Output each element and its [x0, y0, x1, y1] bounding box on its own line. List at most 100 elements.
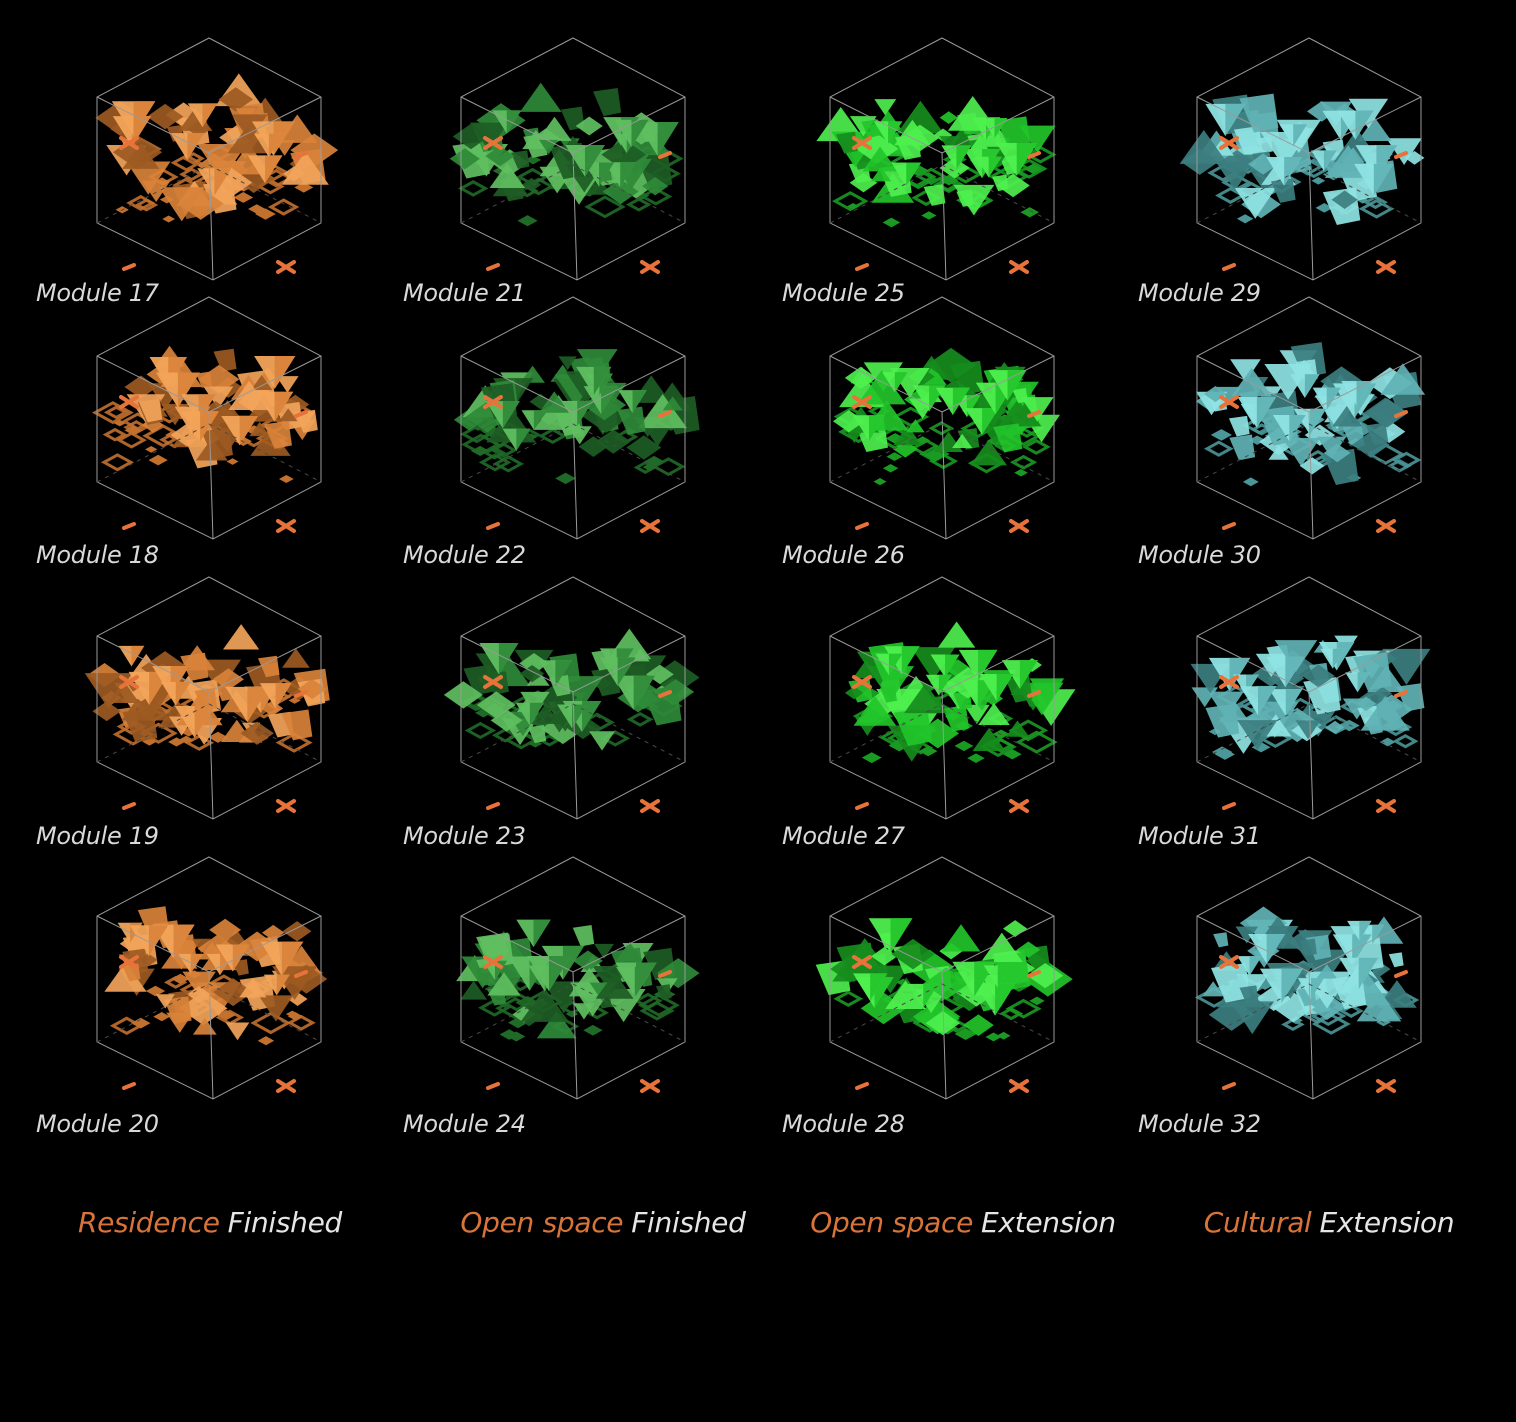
volume-piece [1016, 941, 1041, 959]
modules-grid: Module 17 Module 18 Module 19 Module 20 Modu… [36, 37, 1431, 1138]
module-label: Module 22 [403, 541, 526, 569]
category-name: Residence [78, 1206, 220, 1239]
dash-marker [294, 410, 308, 418]
volume-shade [506, 110, 522, 134]
floor-tile [233, 192, 254, 203]
volume-piece [891, 938, 935, 970]
volume-shade [894, 372, 908, 393]
category-state: Finished [631, 1206, 746, 1239]
cross-marker [1219, 955, 1239, 969]
volume-shade [632, 390, 647, 413]
volume-piece [276, 376, 299, 393]
floor-tile [954, 1027, 977, 1041]
volume-piece [602, 178, 639, 205]
cube-hidden-edge [1196, 164, 1422, 224]
cube-hidden-edge [96, 983, 322, 1043]
dash-marker [122, 263, 136, 271]
volume-piece [231, 114, 268, 142]
volume-piece [1316, 964, 1338, 979]
volume-piece [573, 1003, 595, 1020]
volume-shade [268, 133, 284, 158]
volume-piece [138, 398, 163, 423]
floor-tile [555, 472, 576, 485]
volume-piece [124, 375, 158, 399]
floor-tile [1242, 477, 1259, 487]
cross-marker [852, 395, 872, 409]
volume-shade [929, 385, 946, 412]
floor-tile [226, 458, 239, 465]
dash-marker [486, 263, 500, 271]
volume-shade [533, 919, 551, 948]
volume-piece [179, 991, 228, 1026]
floor-lattice [1311, 1013, 1351, 1035]
category-state: Extension [1320, 1206, 1455, 1239]
volume-piece [250, 427, 291, 456]
floor-tile [113, 419, 126, 427]
volume-piece [1290, 342, 1327, 378]
dash-marker [1027, 410, 1041, 418]
volume-piece [1207, 691, 1244, 719]
volume-piece [923, 967, 970, 1000]
volume-piece [558, 356, 577, 371]
dash-marker [1394, 151, 1408, 159]
volume-piece [862, 146, 898, 172]
floor-lattice [464, 721, 497, 740]
volume-piece [191, 938, 211, 953]
volume-shade [232, 944, 250, 972]
dash-marker [855, 1082, 869, 1090]
volume-piece [1235, 926, 1259, 944]
volume-piece [1179, 130, 1228, 164]
volume-piece [860, 992, 907, 1025]
volume-piece [952, 433, 973, 449]
volume-piece [521, 177, 542, 192]
volume-piece [519, 82, 562, 112]
volume-piece [1316, 436, 1347, 459]
volume-piece [282, 921, 312, 942]
volume-shade [1284, 157, 1303, 186]
cube-edge [208, 691, 214, 820]
volume-shade [1332, 648, 1346, 669]
floor-tile [967, 753, 985, 764]
floor-tile [278, 474, 294, 484]
floor-tile [1014, 469, 1028, 477]
cube-edge [1308, 152, 1314, 281]
dash-marker [1394, 410, 1408, 418]
module-label: Module 18 [36, 541, 159, 569]
cube-hidden-edge [829, 983, 1055, 1043]
volume-shade [1281, 968, 1303, 1004]
floor-tile [1315, 203, 1334, 213]
volume-shade [995, 983, 1016, 1016]
floor-tile [923, 448, 946, 461]
dash-marker [658, 970, 672, 978]
floor-lattice [639, 187, 673, 206]
cross-marker [1219, 675, 1239, 689]
volume-piece [476, 691, 516, 719]
floor-lattice [492, 455, 525, 473]
volume-shade [275, 683, 292, 709]
module-label: Module 17 [36, 279, 160, 307]
floor-lattice [491, 727, 519, 743]
cube-edge [208, 152, 214, 281]
volume-shade [620, 162, 636, 188]
floor-lattice [286, 1014, 316, 1031]
cube-edge [1308, 411, 1314, 540]
volume-shade [133, 101, 156, 137]
cross-marker [1376, 799, 1396, 813]
floor-lattice [1392, 734, 1419, 749]
volume-shade [977, 680, 996, 708]
volume-shade [1358, 957, 1379, 990]
floor-lattice [179, 167, 204, 182]
volume-piece [953, 184, 995, 216]
volume-shade [502, 401, 520, 429]
floor-tile [287, 1012, 304, 1021]
cross-marker [640, 260, 660, 274]
cube-edge [572, 691, 578, 820]
cube-edge [572, 411, 578, 540]
volume-shade [890, 918, 913, 954]
floor-tile [145, 445, 158, 453]
floor-lattice [1203, 440, 1234, 457]
volume-piece [595, 429, 631, 454]
volume-piece [1325, 720, 1345, 734]
dash-marker [486, 802, 500, 810]
